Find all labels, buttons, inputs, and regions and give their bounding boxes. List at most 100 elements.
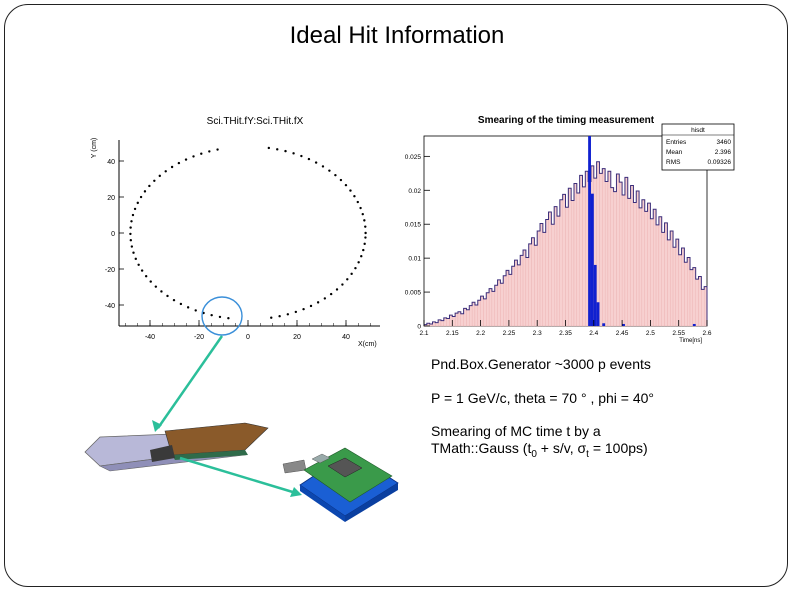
stats-value-rms: 0.09326 — [708, 159, 732, 166]
hist-y-ticks: 0.025 0.02 0.015 0.01 0.005 0 — [405, 154, 430, 331]
scatter-ytick-label: 0 — [111, 231, 115, 238]
stats-value-entries: 3460 — [717, 139, 732, 146]
mc-bar — [622, 323, 625, 326]
scatter-xlabel: X(cm) — [358, 341, 377, 348]
hist-ytick-label: 0.01 — [408, 256, 421, 263]
stats-label-rms: RMS — [666, 159, 681, 166]
hist-ytick-label: 0 — [417, 324, 421, 331]
scatter-point — [349, 189, 352, 192]
scatter-ytick-label: -20 — [105, 267, 115, 274]
scatter-point — [153, 179, 156, 182]
scatter-title: Sci.THit.fY:Sci.THit.fX — [207, 116, 304, 127]
hist-ytick-label: 0.005 — [405, 290, 422, 297]
scatter-point — [284, 149, 287, 153]
scatter-point — [137, 263, 140, 267]
scatter-x-ticks: -40 -20 0 20 40 — [125, 320, 371, 341]
scatter-point — [350, 272, 353, 276]
scatter-point — [210, 313, 213, 317]
bullet-generator: Pnd.Box.Generator ~3000 p events — [431, 356, 651, 372]
hist-ytick-label: 0.025 — [405, 154, 422, 161]
scatter-point — [364, 231, 367, 235]
scatter-point — [356, 200, 359, 204]
scatter-point — [353, 195, 356, 198]
scatter-point — [363, 242, 366, 246]
hist-xtick-label: 2.3 — [533, 330, 542, 337]
scatter-point — [192, 155, 195, 158]
scatter-point — [341, 283, 344, 286]
bullet-smearing-2: TMath::Gauss (t0 + s/v, σt = 100ps) — [431, 440, 648, 460]
scatter-point — [144, 275, 148, 278]
hist-ytick-label: 0.02 — [408, 188, 421, 195]
scatter-point — [184, 158, 188, 161]
detector-bar — [84, 422, 269, 472]
scatter-point — [139, 195, 143, 199]
bullet-smearing-1: Smearing of MC time t by a — [431, 423, 601, 439]
hist-title: Smearing of the timing measurement — [478, 115, 655, 126]
scatter-point — [160, 290, 163, 293]
hist-xtick-label: 2.45 — [616, 330, 629, 337]
scatter-point — [335, 288, 339, 291]
hist-xtick-label: 2.2 — [476, 330, 485, 337]
scatter-point — [309, 304, 313, 308]
hist-xtick-label: 2.35 — [559, 330, 572, 337]
zoom-arrows — [152, 335, 302, 497]
scatter-point — [177, 161, 181, 165]
scatter-point — [131, 213, 135, 217]
scatter-point — [300, 154, 303, 158]
scatter-point — [357, 261, 360, 264]
scatter-point — [172, 298, 176, 302]
stats-label-entries: Entries — [666, 139, 687, 146]
mc-bar — [602, 323, 606, 326]
scatter-point — [218, 315, 222, 319]
scatter-point — [216, 148, 219, 151]
scatter-point — [344, 183, 348, 187]
highlight-circle — [201, 296, 243, 336]
hist-xtick-label: 2.15 — [446, 330, 459, 337]
slide-frame — [4, 4, 788, 587]
scatter-ytick-label: 40 — [107, 159, 115, 166]
scatter-point — [140, 269, 144, 272]
scatter-point — [129, 232, 132, 236]
scatter-xtick-label: -20 — [194, 334, 204, 341]
scatter-point — [364, 236, 367, 239]
scatter-point — [362, 248, 365, 252]
scatter-point — [129, 239, 133, 242]
hist-xtick-label: 2.5 — [646, 330, 655, 337]
mc-bar — [590, 193, 594, 326]
scatter-point — [363, 219, 366, 222]
scatter-point — [270, 316, 273, 319]
hist-outline-path — [423, 161, 708, 326]
scatter-ytick-label: -40 — [105, 303, 115, 310]
scatter-point — [286, 313, 290, 316]
scatter-y-ticks: 40 20 0 -20 -40 — [105, 159, 124, 310]
scatter-xtick-label: 0 — [246, 334, 250, 341]
scatter-point — [323, 297, 327, 300]
hist-xtick-label: 2.6 — [702, 330, 711, 337]
scatter-point — [179, 302, 183, 306]
scatter-point — [361, 212, 364, 216]
scatter-point — [158, 174, 161, 178]
scatter-point — [294, 310, 298, 314]
scatter-ylabel: Y (cm) — [91, 138, 98, 158]
scatter-point — [302, 307, 305, 311]
stats-value-mean: 2.396 — [715, 149, 732, 156]
mc-bar — [593, 264, 597, 326]
scatter-point — [129, 226, 132, 229]
bullet-momentum: P = 1 GeV/c, theta = 70 ° , phi = 40° — [431, 390, 655, 406]
hist-xlabel: Time[ns] — [679, 338, 702, 344]
stats-box: hisdt Entries 3460 Mean 2.396 RMS 0.0932… — [661, 123, 735, 171]
scatter-xtick-label: 40 — [342, 334, 350, 341]
scatter-point — [136, 201, 139, 205]
scatter-point — [276, 148, 279, 151]
scatter-point — [130, 220, 133, 223]
scatter-point — [364, 225, 367, 228]
scatter-point — [359, 206, 362, 210]
scatter-point — [208, 150, 211, 153]
scatter-point — [292, 152, 295, 155]
scatter-point — [227, 316, 230, 320]
scatter-point — [154, 285, 158, 288]
scatter-point — [316, 301, 320, 304]
